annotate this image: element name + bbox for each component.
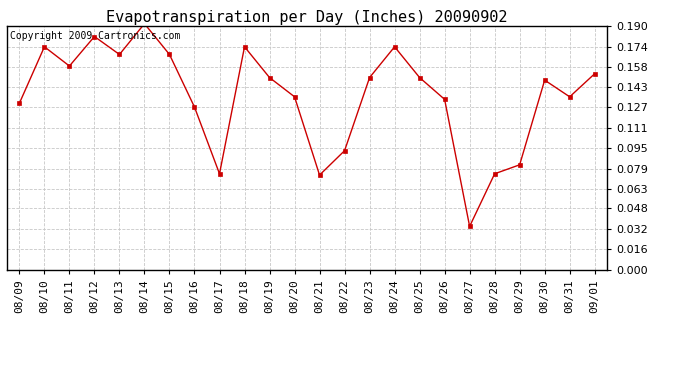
Text: Copyright 2009 Cartronics.com: Copyright 2009 Cartronics.com [10,31,180,41]
Title: Evapotranspiration per Day (Inches) 20090902: Evapotranspiration per Day (Inches) 2009… [106,10,508,25]
